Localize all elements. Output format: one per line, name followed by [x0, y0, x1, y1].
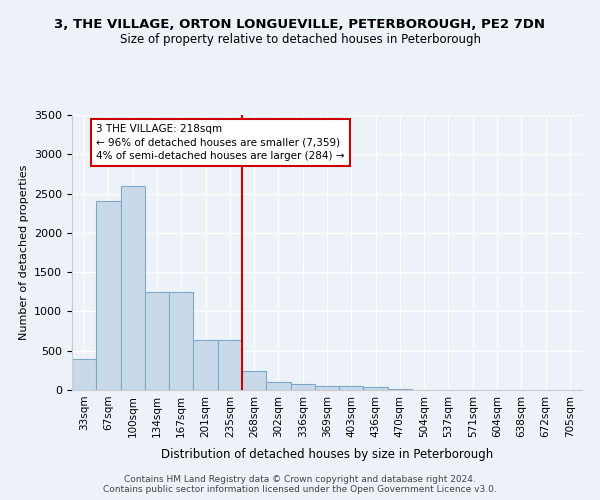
Bar [266, 382, 290, 390]
Bar [193, 340, 218, 390]
Bar [145, 292, 169, 390]
Bar [96, 202, 121, 390]
Text: Contains HM Land Registry data © Crown copyright and database right 2024.: Contains HM Land Registry data © Crown c… [124, 476, 476, 484]
Text: Size of property relative to detached houses in Peterborough: Size of property relative to detached ho… [119, 32, 481, 46]
Bar [72, 358, 96, 390]
Text: 3, THE VILLAGE, ORTON LONGUEVILLE, PETERBOROUGH, PE2 7DN: 3, THE VILLAGE, ORTON LONGUEVILLE, PETER… [55, 18, 545, 30]
Text: Contains public sector information licensed under the Open Government Licence v3: Contains public sector information licen… [103, 486, 497, 494]
Bar [121, 186, 145, 390]
Bar [339, 386, 364, 390]
Bar [315, 386, 339, 390]
X-axis label: Distribution of detached houses by size in Peterborough: Distribution of detached houses by size … [161, 448, 493, 461]
Text: 3 THE VILLAGE: 218sqm
← 96% of detached houses are smaller (7,359)
4% of semi-de: 3 THE VILLAGE: 218sqm ← 96% of detached … [96, 124, 345, 161]
Bar [290, 384, 315, 390]
Bar [169, 292, 193, 390]
Bar [388, 389, 412, 390]
Bar [364, 387, 388, 390]
Bar [242, 371, 266, 390]
Y-axis label: Number of detached properties: Number of detached properties [19, 165, 29, 340]
Bar [218, 340, 242, 390]
